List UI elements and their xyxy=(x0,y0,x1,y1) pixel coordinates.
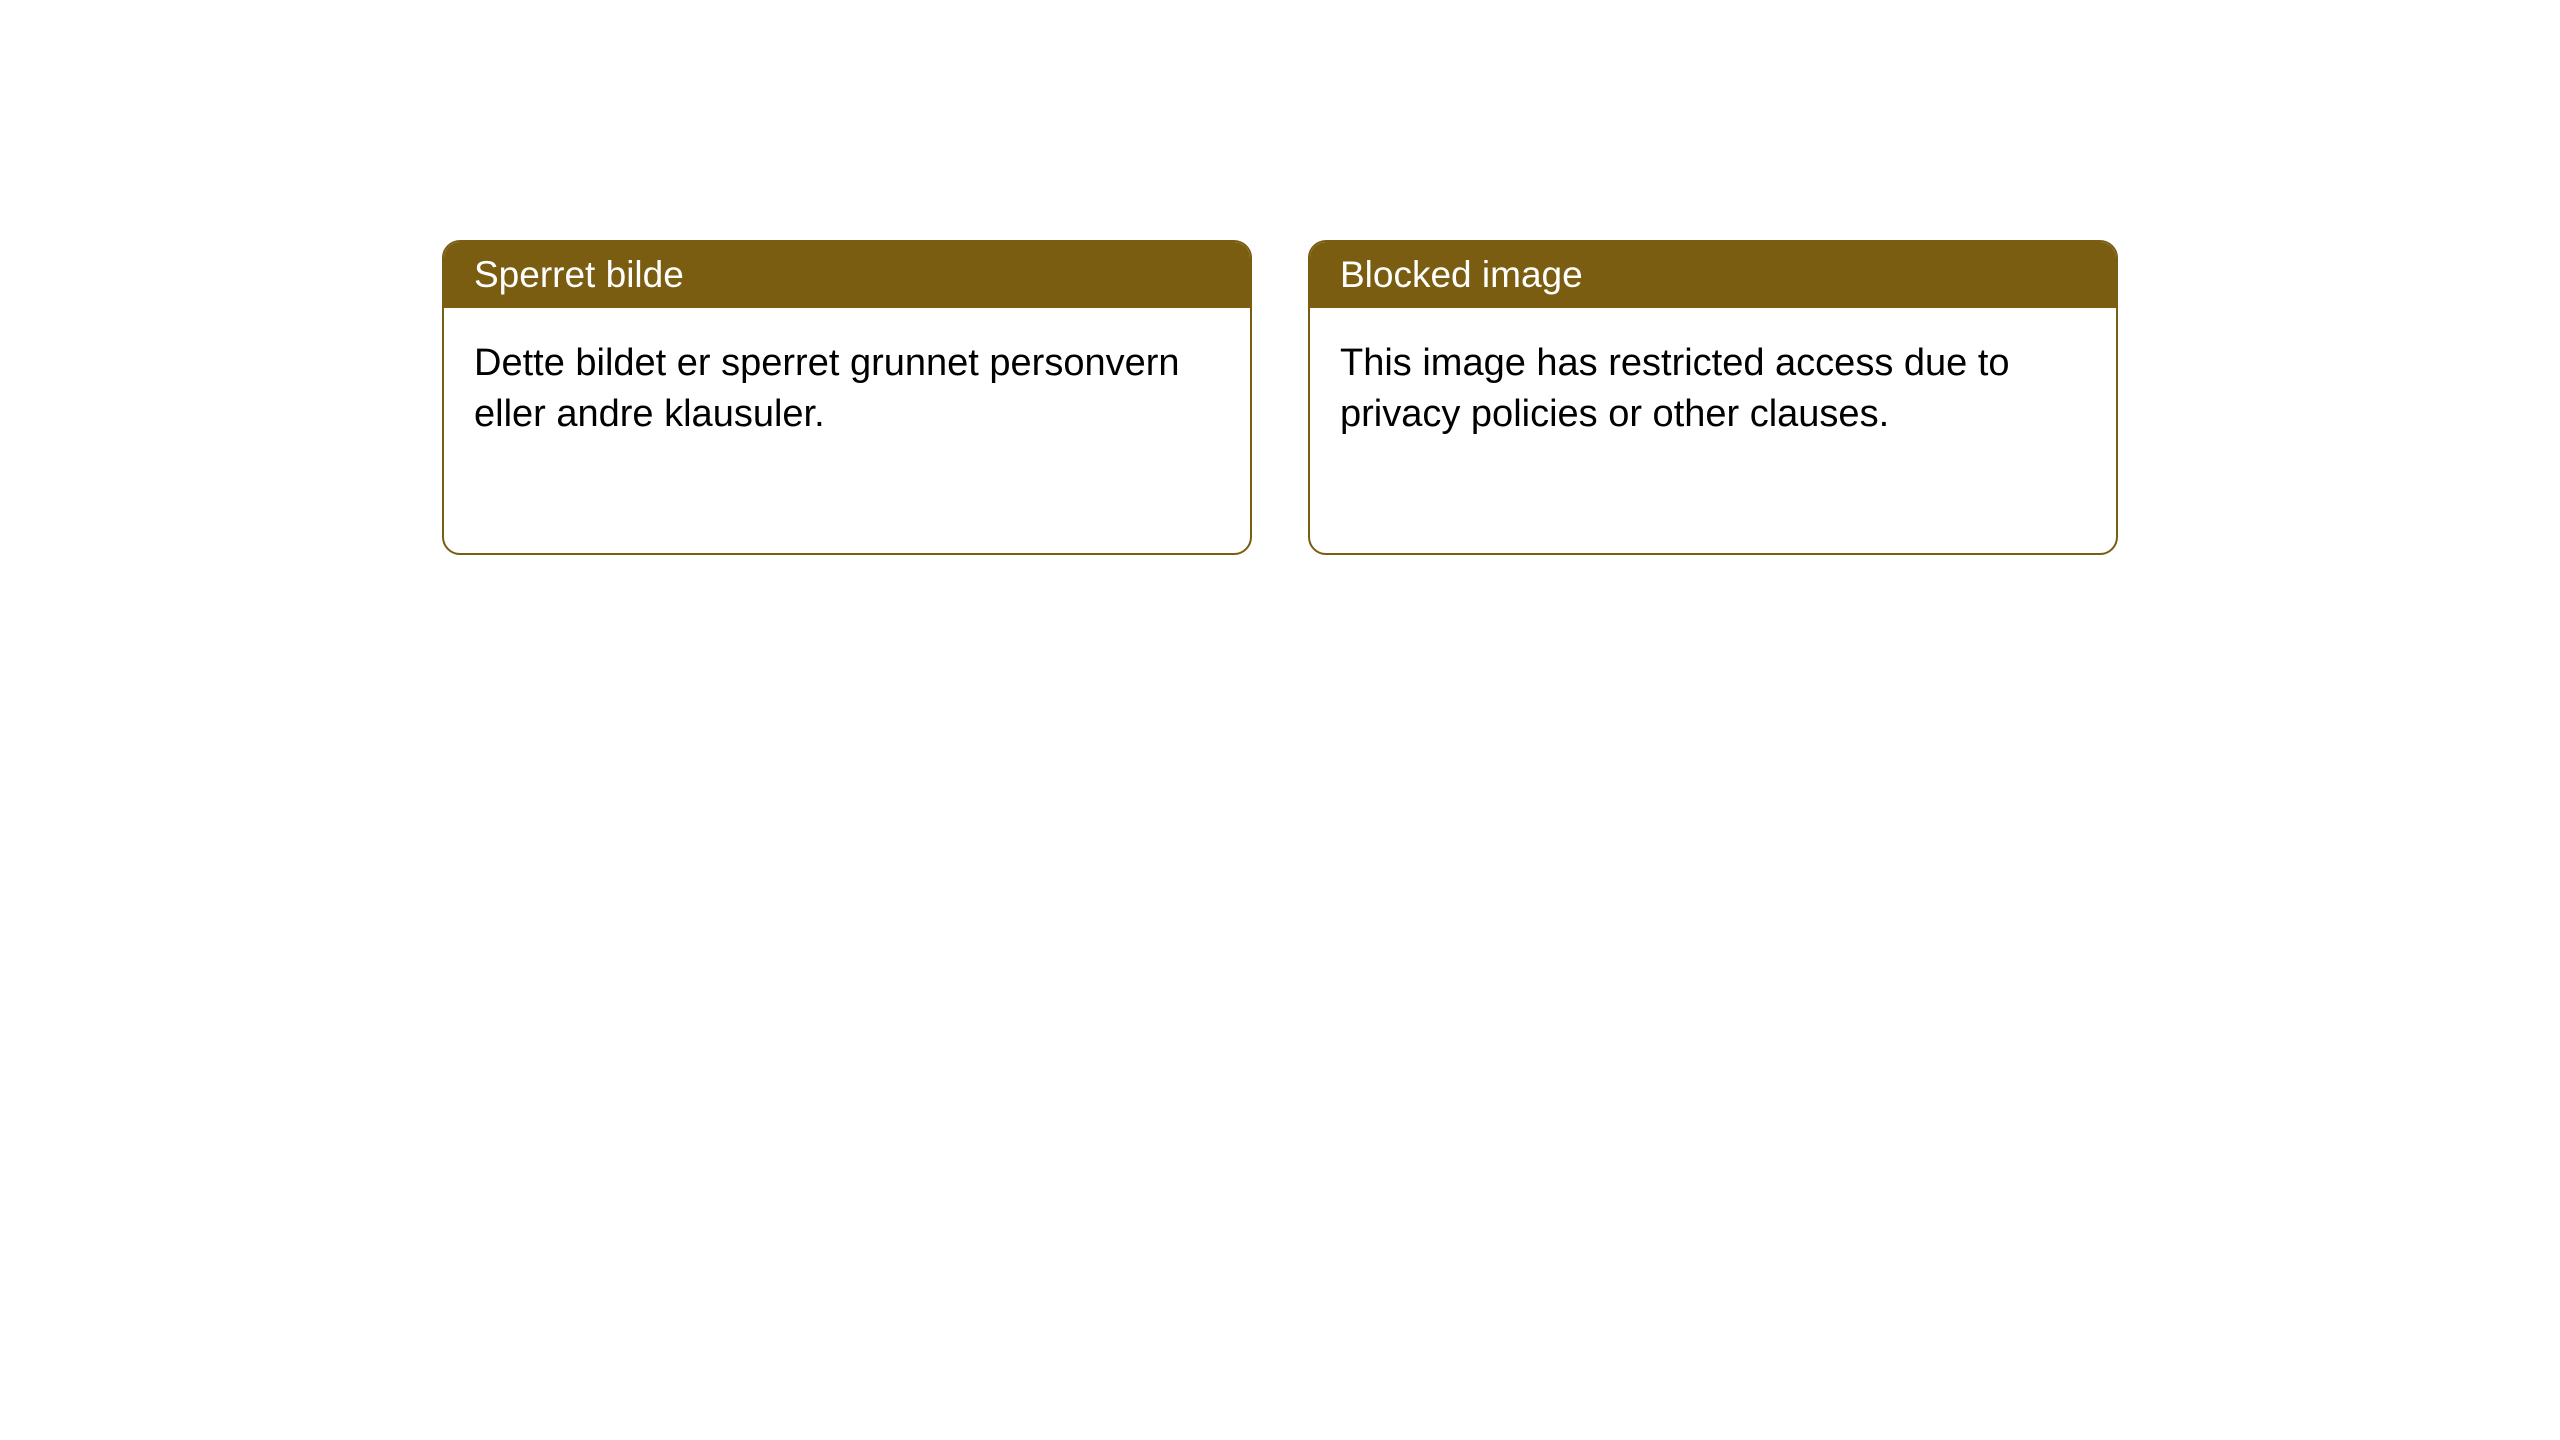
notice-body-norwegian: Dette bildet er sperret grunnet personve… xyxy=(444,308,1250,553)
notice-card-english: Blocked image This image has restricted … xyxy=(1308,240,2118,555)
notice-header-english: Blocked image xyxy=(1310,242,2116,308)
notice-text-norwegian: Dette bildet er sperret grunnet personve… xyxy=(474,342,1180,435)
notice-title-english: Blocked image xyxy=(1340,254,1583,295)
notice-container: Sperret bilde Dette bildet er sperret gr… xyxy=(442,240,2118,555)
notice-title-norwegian: Sperret bilde xyxy=(474,254,684,295)
notice-header-norwegian: Sperret bilde xyxy=(444,242,1250,308)
notice-body-english: This image has restricted access due to … xyxy=(1310,308,2116,553)
notice-text-english: This image has restricted access due to … xyxy=(1340,342,2010,435)
notice-card-norwegian: Sperret bilde Dette bildet er sperret gr… xyxy=(442,240,1252,555)
